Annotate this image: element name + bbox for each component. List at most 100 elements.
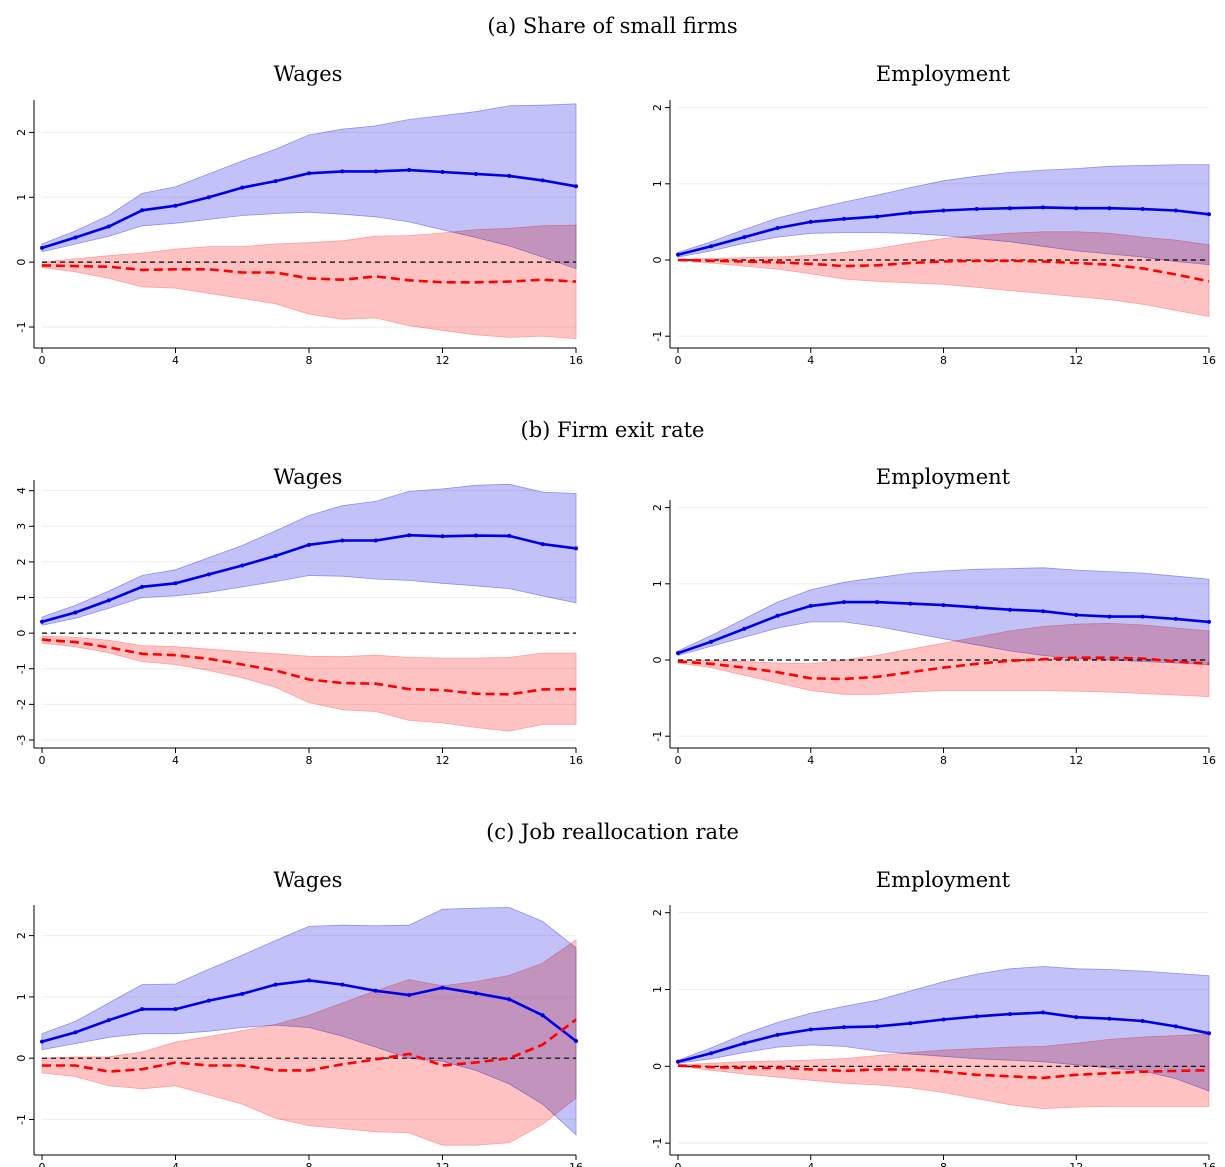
x-tick-label: 4 [172, 1161, 179, 1167]
x-tick-label: 12 [1069, 754, 1083, 767]
data-point [73, 1030, 78, 1035]
data-point [742, 235, 747, 240]
data-point [908, 601, 913, 606]
panel-title-b-employment: Employment [875, 465, 1011, 489]
data-point [273, 982, 278, 987]
data-point [140, 1007, 145, 1012]
data-point [1173, 616, 1178, 621]
y-tick-label: 1 [651, 180, 664, 187]
y-tick-label: 1 [651, 986, 664, 993]
y-tick-label: 2 [651, 104, 664, 111]
data-point [841, 600, 846, 605]
section-title-b: (b) Firm exit rate [520, 418, 705, 442]
data-point [340, 538, 345, 543]
data-point [1107, 206, 1112, 211]
data-point [540, 1013, 545, 1018]
data-point [941, 208, 946, 213]
x-tick-label: 8 [306, 754, 313, 767]
data-point [808, 603, 813, 608]
data-point [473, 533, 478, 538]
series-line-red [677, 656, 1210, 681]
confidence-band-red [677, 231, 1210, 317]
x-tick-label: 16 [569, 1161, 583, 1167]
data-point [473, 991, 478, 996]
x-tick-label: 12 [436, 754, 450, 767]
data-point [841, 216, 846, 221]
y-tick-label: 1 [15, 194, 28, 201]
data-point [407, 533, 412, 538]
data-point [407, 993, 412, 998]
series-line-red [677, 1064, 1210, 1080]
data-point [908, 210, 913, 215]
x-tick-label: 0 [675, 1161, 682, 1167]
y-tick-label: -1 [15, 663, 28, 674]
data-point [875, 1024, 880, 1029]
y-tick-label: 2 [651, 504, 664, 511]
data-point [1207, 1031, 1211, 1036]
series-line-red [42, 1018, 577, 1073]
data-point [307, 171, 311, 176]
y-tick-label: -1 [651, 331, 664, 342]
x-tick-label: 12 [1069, 1161, 1083, 1167]
y-tick-label: 1 [15, 594, 28, 601]
data-point [440, 534, 445, 539]
data-point [40, 619, 44, 624]
data-point [1107, 614, 1112, 619]
y-tick-label: 0 [651, 257, 664, 264]
y-tick-label: 2 [651, 909, 664, 916]
data-point [540, 178, 545, 183]
y-tick-label: -2 [15, 699, 28, 710]
data-point [373, 988, 378, 993]
data-point [974, 206, 979, 211]
data-point [340, 982, 345, 987]
x-tick-label: 16 [569, 754, 583, 767]
panel-title-b-wages: Wages [273, 465, 343, 489]
data-point [1007, 607, 1012, 612]
data-point [173, 581, 178, 586]
series-line-red [677, 258, 1210, 283]
x-tick-label: 4 [807, 354, 814, 367]
data-point [676, 651, 680, 656]
x-tick-label: 12 [436, 354, 450, 367]
data-point [841, 1025, 846, 1030]
data-point [1140, 614, 1145, 619]
data-point [742, 626, 747, 631]
y-tick-label: 4 [15, 487, 28, 494]
data-point [1107, 1016, 1112, 1021]
data-point [206, 572, 211, 577]
data-point [540, 542, 545, 547]
data-point [40, 245, 44, 250]
data-point [307, 978, 311, 983]
data-point [73, 235, 78, 240]
data-point [106, 598, 111, 603]
data-point [1041, 609, 1046, 614]
y-tick-label: 0 [651, 657, 664, 664]
data-point [775, 1032, 780, 1037]
data-point [273, 553, 278, 558]
x-tick-label: 8 [306, 1161, 313, 1167]
data-point [974, 605, 979, 610]
data-point [407, 168, 412, 173]
confidence-band-blue [41, 483, 577, 626]
data-point [875, 214, 880, 219]
data-point [974, 1014, 979, 1019]
data-point [1007, 1012, 1012, 1017]
data-point [440, 985, 445, 990]
data-point [941, 603, 946, 608]
x-tick-label: 12 [436, 1161, 450, 1167]
y-tick-label: -1 [651, 1138, 664, 1149]
section-title-a: (a) Share of small firms [487, 14, 738, 38]
data-point [1007, 206, 1012, 211]
data-point [1173, 1024, 1178, 1029]
y-tick-label: -1 [651, 731, 664, 742]
data-point [206, 195, 211, 200]
confidence-band-red [41, 224, 577, 340]
data-point [941, 1017, 946, 1022]
y-tick-label: 2 [15, 558, 28, 565]
data-point [507, 533, 512, 538]
data-point [908, 1021, 913, 1026]
data-point [173, 203, 178, 208]
data-point [775, 226, 780, 230]
x-tick-label: 16 [1202, 754, 1216, 767]
